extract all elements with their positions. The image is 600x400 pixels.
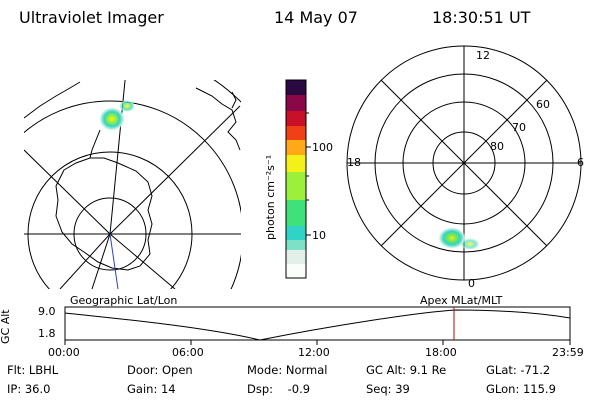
magnetic-polar-plot (346, 45, 582, 281)
alt-x-tick: 00:00 (48, 346, 80, 359)
mlt-label-0: 0 (468, 277, 475, 290)
mag-map-label: Apex MLat/MLT (420, 294, 503, 307)
geo-map-label: Geographic Lat/Lon (70, 294, 178, 307)
mlt-label-12: 12 (476, 49, 490, 62)
alt-x-tick: 06:00 (172, 346, 204, 359)
geographic-map (24, 80, 241, 289)
alt-y-min: 1.8 (38, 327, 56, 340)
alt-x-tick: 23:59 (552, 346, 584, 359)
satellite-track (109, 233, 119, 290)
alt-x-tick: 18:00 (425, 346, 457, 359)
info-glon: GLon: 115.9 (486, 382, 556, 396)
colorbar-tick-10: 10 (312, 229, 326, 242)
info-mode: Mode: Normal (247, 363, 328, 377)
app-title: Ultraviolet Imager (19, 8, 164, 27)
time-label: 18:30:51 UT (432, 8, 531, 27)
colorbar-unit-label: photon cm⁻²s⁻¹ (264, 154, 277, 240)
info-seq: Seq: 39 (366, 382, 410, 396)
aurora-blob-mag (438, 227, 466, 249)
mlat-label-60: 60 (536, 98, 550, 111)
colorbar (285, 79, 311, 279)
info-glat: GLat: -71.2 (486, 363, 551, 377)
info-filter: Flt: LBHL (7, 363, 59, 377)
colorbar-tick-100: 100 (312, 141, 333, 154)
mlat-label-80: 80 (490, 140, 504, 153)
mlt-label-18: 18 (347, 156, 361, 169)
info-door: Door: Open (127, 363, 193, 377)
altitude-plot (64, 306, 571, 345)
info-dsp: Dsp: -0.9 (247, 382, 311, 396)
aurora-blob-geo (99, 107, 125, 131)
mlat-label-70: 70 (512, 121, 526, 134)
alt-axis-label: GC Alt (0, 309, 12, 344)
alt-x-tick: 12:00 (298, 346, 330, 359)
info-gc-alt: GC Alt: 9.1 Re (366, 363, 447, 377)
alt-y-max: 9.0 (38, 305, 56, 318)
mlt-label-6: 6 (577, 156, 584, 169)
info-ip: IP: 36.0 (7, 382, 51, 396)
date-label: 14 May 07 (274, 8, 358, 27)
info-gain: Gain: 14 (127, 382, 176, 396)
